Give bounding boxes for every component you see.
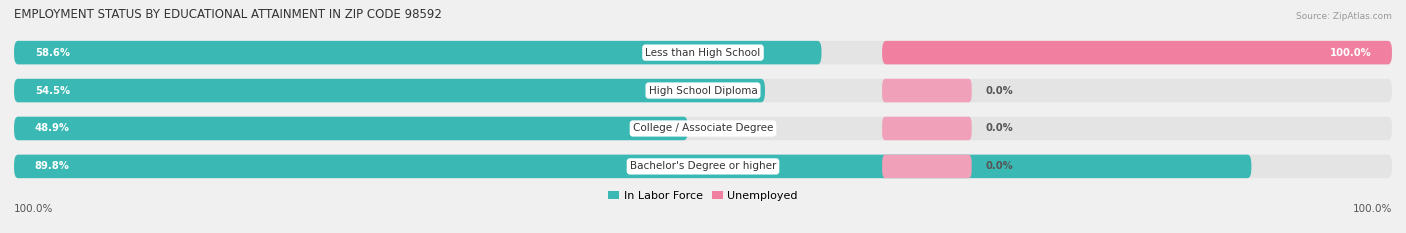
Text: College / Associate Degree: College / Associate Degree [633,123,773,134]
FancyBboxPatch shape [14,79,1392,102]
Text: 48.9%: 48.9% [35,123,70,134]
FancyBboxPatch shape [882,79,972,102]
Text: 100.0%: 100.0% [14,204,53,214]
Text: 100.0%: 100.0% [1330,48,1371,58]
Text: Less than High School: Less than High School [645,48,761,58]
Text: 54.5%: 54.5% [35,86,70,96]
FancyBboxPatch shape [882,41,1392,64]
FancyBboxPatch shape [14,155,1392,178]
FancyBboxPatch shape [14,41,1392,64]
FancyBboxPatch shape [882,155,972,178]
Legend: In Labor Force, Unemployed: In Labor Force, Unemployed [603,186,803,205]
Text: 0.0%: 0.0% [986,123,1014,134]
Text: 100.0%: 100.0% [1353,204,1392,214]
FancyBboxPatch shape [882,117,972,140]
Text: 89.8%: 89.8% [35,161,70,171]
FancyBboxPatch shape [14,41,821,64]
Text: 0.0%: 0.0% [986,161,1014,171]
Text: Bachelor's Degree or higher: Bachelor's Degree or higher [630,161,776,171]
Text: High School Diploma: High School Diploma [648,86,758,96]
Text: EMPLOYMENT STATUS BY EDUCATIONAL ATTAINMENT IN ZIP CODE 98592: EMPLOYMENT STATUS BY EDUCATIONAL ATTAINM… [14,8,441,21]
FancyBboxPatch shape [14,79,765,102]
Text: Source: ZipAtlas.com: Source: ZipAtlas.com [1296,12,1392,21]
Text: 58.6%: 58.6% [35,48,70,58]
FancyBboxPatch shape [14,155,1251,178]
FancyBboxPatch shape [14,117,1392,140]
FancyBboxPatch shape [14,117,688,140]
Text: 0.0%: 0.0% [986,86,1014,96]
